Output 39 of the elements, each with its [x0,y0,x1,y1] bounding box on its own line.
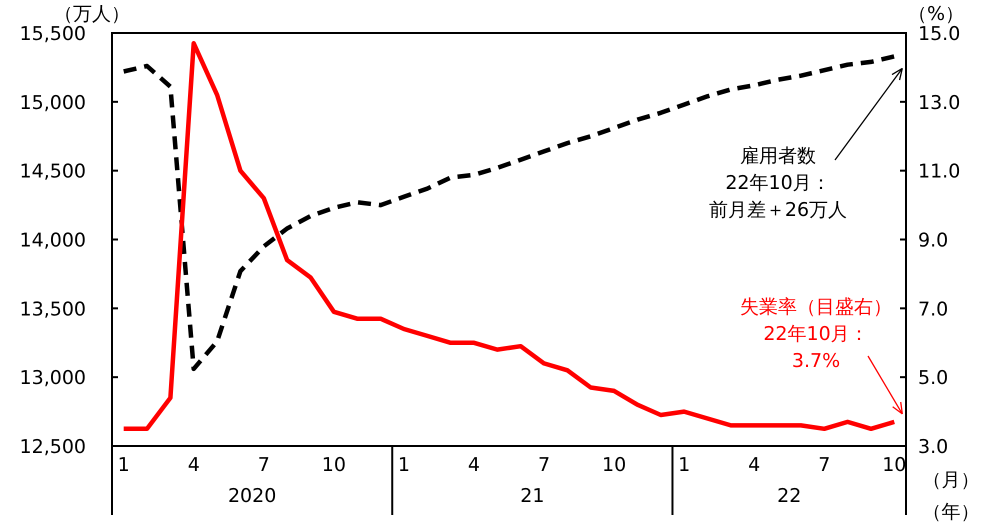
y-tick-label: 14,000 [20,230,86,252]
x-axis-title: （月） [922,469,980,491]
x-tick-label: 10 [322,454,346,476]
y2-axis-title: （%） [908,3,964,25]
x-tick-label: 10 [602,454,626,476]
y-tick-label: 15,000 [20,92,86,114]
x-tick-label: 1 [678,454,690,476]
y2-tick-label: 7.0 [918,298,948,320]
y2-tick-label: 9.0 [918,230,948,252]
x-tick-label: 1 [398,454,410,476]
y-axis-title: （万人） [54,3,130,25]
annotation: 22年10月： [725,172,831,194]
text: （年） [922,501,980,523]
y-tick-label: 13,000 [20,367,86,390]
y2-tick-label: 11.0 [918,160,960,183]
text: 21 [520,485,544,507]
x-tick-label: 1 [118,454,130,476]
annotation: 22年10月： [763,323,869,345]
annotation: 前月差＋26万人 [708,199,848,221]
annotation: 3.7% [792,350,840,372]
x-tick-label: 4 [468,454,480,476]
text: 22 [777,485,802,507]
y-tick-label: 13,500 [20,298,86,320]
annotation: 失業率（目盛右） [740,296,892,318]
y2-tick-label: 15.0 [918,23,960,45]
x-tick-label: 7 [538,454,550,476]
y2-tick-label: 5.0 [918,367,948,390]
text: 2020 [228,485,276,507]
y2-tick-label: 3.0 [918,436,948,458]
y2-tick-label: 13.0 [918,92,960,114]
x-tick-label: 4 [188,454,200,476]
y-tick-label: 15,500 [20,23,86,45]
x-tick-label: 7 [818,454,830,476]
x-tick-label: 7 [258,454,270,476]
y-tick-label: 12,500 [20,436,86,458]
y-tick-label: 14,500 [20,160,86,183]
annotation: 雇用者数 [740,145,816,167]
x-tick-label: 10 [882,454,906,476]
x-tick-label: 4 [748,454,760,476]
